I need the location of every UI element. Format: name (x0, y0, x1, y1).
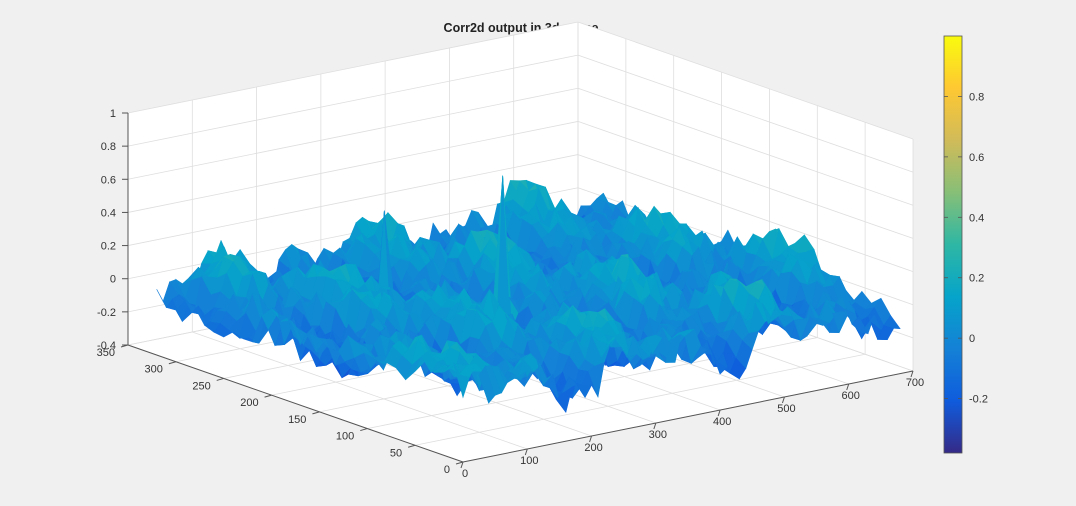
x-tick-label: 600 (842, 390, 860, 402)
floor-grid-x (192, 331, 528, 450)
x-tick-label: 400 (713, 416, 731, 428)
side-grid-z (577, 154, 914, 272)
x-tick-label: 100 (520, 455, 538, 467)
z-tick-label: 1 (110, 108, 116, 120)
back-grid-z (127, 21, 579, 114)
y-tick-mark (264, 394, 272, 398)
y-tick-mark (312, 411, 320, 415)
y-tick-label: 350 (97, 347, 115, 359)
y-tick-label: 150 (288, 414, 306, 426)
colorbar: -0.2 0 0.2 0.4 0.6 0.8 (943, 35, 988, 454)
colorbar-tick-label: 0.8 (969, 91, 984, 103)
y-tick-mark (455, 461, 464, 465)
x-tick-mark (460, 461, 464, 469)
y-tick-mark (216, 377, 224, 381)
x-tick-mark (910, 370, 914, 378)
colorbar-tick-label: 0.4 (969, 212, 984, 224)
z-tick-label: 0.2 (101, 241, 116, 253)
floor-grid-y (415, 353, 866, 446)
y-tick-label: 0 (444, 464, 450, 476)
back-grid-z (127, 54, 579, 147)
y-axis-line (127, 344, 464, 463)
y-tick-mark (168, 361, 176, 365)
side-grid-z (577, 87, 914, 206)
x-tick-label: 200 (584, 442, 602, 454)
y-tick-label: 50 (390, 447, 402, 459)
y-tick-label: 300 (144, 364, 162, 376)
y-tick-mark (408, 444, 416, 448)
x-tick-mark (589, 435, 593, 443)
x-tick-mark (653, 422, 657, 430)
y-tick-label: 250 (192, 380, 210, 392)
axes-front-lines (127, 344, 914, 463)
colorbar-tick-label: 0.6 (969, 152, 984, 164)
z-tick-label: 0.6 (101, 174, 116, 186)
x-tick-mark (781, 396, 785, 404)
x-axis-line (462, 370, 914, 463)
colorbar-tick-label: 0.2 (969, 273, 984, 285)
colorbar-gradient (943, 35, 963, 454)
side-grid-z (577, 121, 914, 239)
side-grid-z (577, 54, 914, 173)
z-tick-label: 0 (110, 274, 116, 286)
z-tick-label: 0.4 (101, 207, 116, 219)
x-tick-label: 0 (462, 468, 468, 480)
side-grid-z (577, 21, 914, 140)
x-tick-label: 300 (649, 429, 667, 441)
x-tick-mark (524, 448, 528, 456)
y-tick-label: 200 (240, 397, 258, 409)
back-grid-z (127, 121, 579, 213)
axis-tick-labels: 0 100 200 300 400 500 600 700 0 50 100 150 200 250 300… (97, 108, 925, 480)
back-grid-z (127, 87, 579, 180)
x-tick-mark (846, 383, 850, 391)
z-tick-label: -0.2 (97, 307, 116, 319)
surface-mesh (156, 175, 901, 413)
y-tick-mark (360, 428, 368, 432)
colorbar-tick-label: -0.2 (969, 394, 988, 406)
colorbar-tick-label: 0 (969, 333, 975, 345)
x-tick-label: 500 (777, 403, 795, 415)
x-tick-label: 700 (906, 377, 924, 389)
back-grid-z (127, 154, 579, 246)
z-tick-label: 0.8 (101, 141, 116, 153)
z-tick-label: -0.4 (97, 340, 116, 352)
x-tick-mark (717, 409, 721, 417)
surface-patch (883, 314, 901, 330)
y-tick-label: 100 (336, 431, 354, 443)
